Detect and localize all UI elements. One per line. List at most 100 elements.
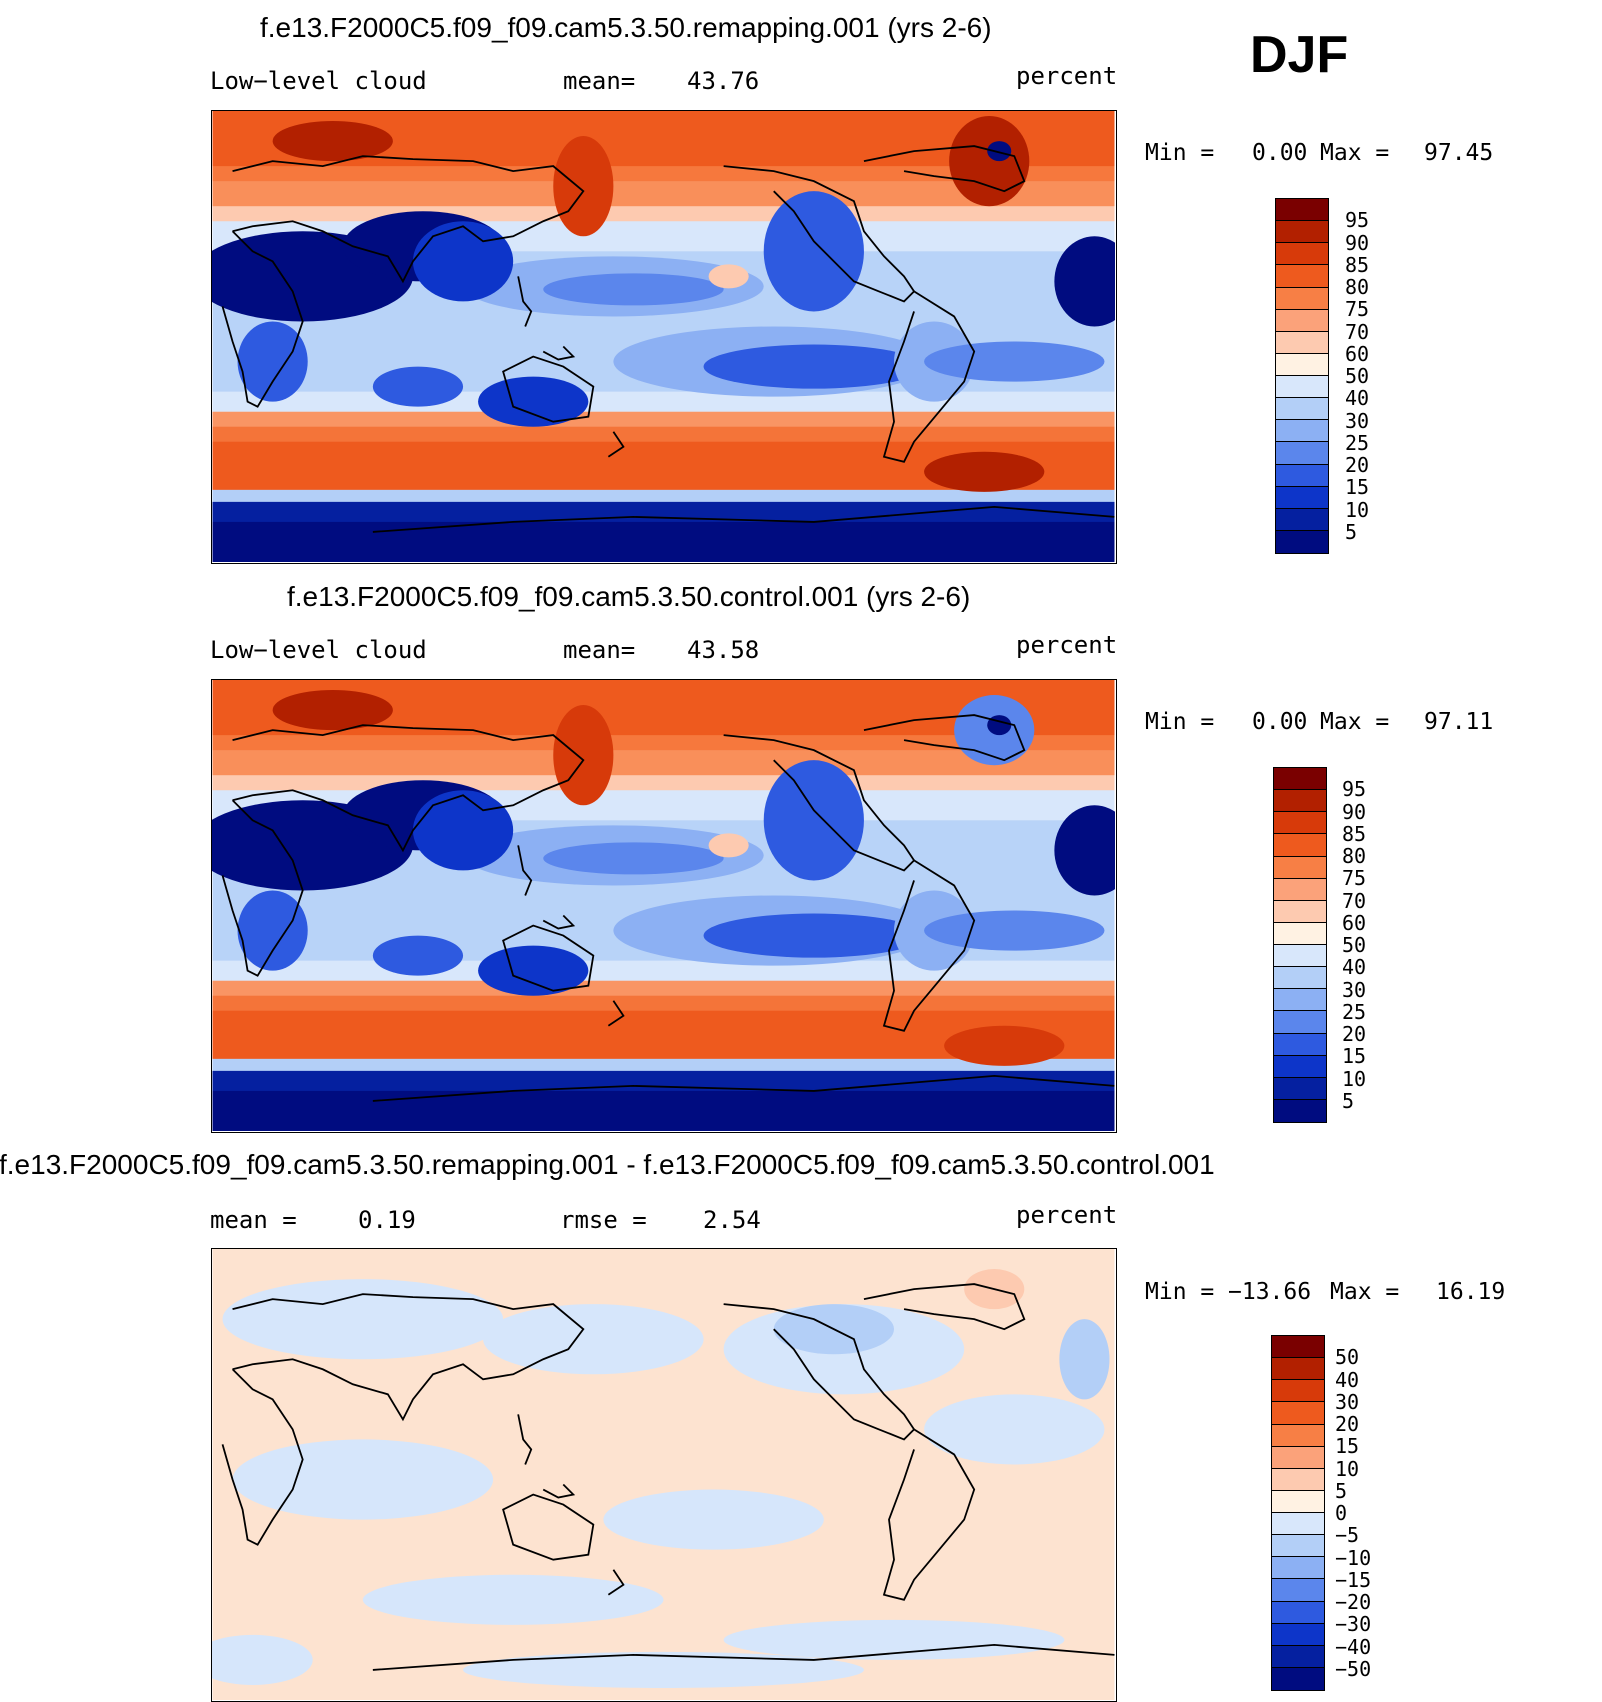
panel-3-map-svg xyxy=(212,1249,1115,1700)
colorbar-tick-label: −15 xyxy=(1335,1567,1372,1592)
colorbar-swatch xyxy=(1272,1402,1324,1425)
colorbar-tick-label: 70 xyxy=(1342,888,1367,913)
panel-2-units: percent xyxy=(1016,631,1118,659)
panel-2-max-value: 97.11 xyxy=(1424,709,1494,735)
colorbar-swatch xyxy=(1276,331,1328,354)
colorbar-swatch xyxy=(1274,812,1326,835)
colorbar-tick-label: 20 xyxy=(1342,1022,1367,1046)
colorbar-swatch xyxy=(1272,1579,1324,1602)
colorbar-tick-label: 10 xyxy=(1345,497,1370,522)
colorbar-swatch xyxy=(1272,1601,1324,1624)
panel-3-colorbar xyxy=(1271,1335,1325,1691)
panel-3-mean-label: mean = xyxy=(210,1206,297,1234)
colorbar-tick-label: 5 xyxy=(1342,1088,1355,1113)
colorbar-tick-label: −30 xyxy=(1335,1612,1372,1637)
panel-3-min-label: Min = xyxy=(1145,1279,1215,1305)
colorbar-swatch xyxy=(1274,1011,1326,1034)
colorbar-swatch xyxy=(1272,1424,1324,1447)
colorbar-tick-label: −40 xyxy=(1335,1634,1372,1659)
colorbar-tick-label: 40 xyxy=(1345,386,1370,411)
panel-1-max-label: Max = xyxy=(1320,140,1390,166)
colorbar-tick-label: 90 xyxy=(1342,799,1367,824)
panel-1-map-svg xyxy=(212,111,1115,562)
panel-3-rmse-value: 2.54 xyxy=(703,1206,761,1234)
colorbar-tick-label: 75 xyxy=(1345,297,1370,322)
panel-3-max-label: Max = xyxy=(1330,1279,1400,1305)
colorbar-tick-label: 30 xyxy=(1335,1389,1360,1414)
colorbar-tick-label: −5 xyxy=(1335,1523,1360,1548)
colorbar-tick-label: 25 xyxy=(1345,430,1370,455)
colorbar-swatch xyxy=(1274,989,1326,1012)
panel-2-min-label: Min = xyxy=(1145,709,1215,735)
colorbar-tick-label: 0 xyxy=(1335,1501,1348,1525)
colorbar-swatch xyxy=(1276,508,1328,531)
colorbar-swatch xyxy=(1272,1380,1324,1403)
colorbar-tick-label: 20 xyxy=(1335,1412,1360,1436)
panel-3-mean-value: 0.19 xyxy=(358,1206,416,1234)
panel-2-map xyxy=(211,679,1117,1133)
panel-3-title: f.e13.F2000C5.f09_f09.cam5.3.50.remappin… xyxy=(0,1149,1215,1180)
colorbar-swatch xyxy=(1276,442,1328,465)
colorbar-tick-label: 60 xyxy=(1345,341,1370,366)
colorbar-tick-label: 60 xyxy=(1342,910,1367,935)
colorbar-tick-label: 15 xyxy=(1342,1044,1367,1069)
colorbar-swatch xyxy=(1274,834,1326,857)
panel-2-mean-value: 43.58 xyxy=(687,636,760,664)
panel-3-map xyxy=(211,1248,1117,1702)
colorbar-swatch xyxy=(1276,353,1328,376)
colorbar-swatch xyxy=(1272,1535,1324,1558)
colorbar-tick-label: 95 xyxy=(1345,208,1370,233)
colorbar-swatch xyxy=(1276,309,1328,332)
colorbar-swatch xyxy=(1272,1490,1324,1513)
colorbar-swatch xyxy=(1272,1513,1324,1536)
colorbar-swatch xyxy=(1274,945,1326,968)
panel-1-mean-value: 43.76 xyxy=(687,67,760,95)
colorbar-swatch xyxy=(1276,287,1328,310)
colorbar-swatch xyxy=(1276,265,1328,288)
colorbar-swatch xyxy=(1274,1033,1326,1056)
colorbar-tick-label: 90 xyxy=(1345,230,1370,255)
colorbar-tick-label: 80 xyxy=(1345,275,1370,299)
colorbar-swatch xyxy=(1274,922,1326,945)
colorbar-swatch xyxy=(1272,1446,1324,1469)
panel-3-units: percent xyxy=(1016,1201,1118,1229)
colorbar-swatch xyxy=(1274,790,1326,813)
panel-2-colorbar xyxy=(1273,767,1327,1123)
panel-2-min-value: 0.00 xyxy=(1252,709,1308,735)
panel-1-variable: Low−level cloud xyxy=(210,67,427,95)
colorbar-tick-label: 50 xyxy=(1345,364,1370,388)
colorbar-swatch xyxy=(1276,486,1328,509)
colorbar-swatch xyxy=(1274,1077,1326,1100)
colorbar-tick-label: 5 xyxy=(1335,1478,1348,1503)
colorbar-tick-label: 15 xyxy=(1345,475,1370,500)
colorbar-tick-label: 10 xyxy=(1335,1456,1360,1481)
panel-1-title: f.e13.F2000C5.f09_f09.cam5.3.50.remappin… xyxy=(260,12,992,43)
colorbar-tick-label: 15 xyxy=(1335,1434,1360,1459)
panel-1-map xyxy=(211,110,1117,564)
colorbar-swatch xyxy=(1274,900,1326,923)
panel-1-mean-label: mean= xyxy=(563,67,636,95)
colorbar-swatch xyxy=(1274,768,1326,791)
panel-1-max-value: 97.45 xyxy=(1424,140,1494,166)
colorbar-tick-label: −20 xyxy=(1335,1590,1372,1614)
colorbar-tick-label: 70 xyxy=(1345,319,1370,344)
colorbar-swatch xyxy=(1274,878,1326,901)
panel-1-min-label: Min = xyxy=(1145,140,1215,166)
colorbar-swatch xyxy=(1272,1557,1324,1580)
colorbar-swatch xyxy=(1272,1645,1324,1668)
panel-3-max-value: 16.19 xyxy=(1436,1279,1506,1305)
colorbar-swatch xyxy=(1272,1358,1324,1381)
panel-3-rmse-label: rmse = xyxy=(560,1206,647,1234)
panel-2-max-label: Max = xyxy=(1320,709,1390,735)
panel-1-units: percent xyxy=(1016,62,1118,90)
colorbar-tick-label: 50 xyxy=(1335,1345,1360,1370)
colorbar-tick-label: 40 xyxy=(1335,1367,1360,1392)
panel-1-colorbar-labels: 95 90 85 80 75 70 60 50 40 30 25 20 15 10 5 xyxy=(1345,198,1405,554)
colorbar-tick-label: 80 xyxy=(1342,844,1367,868)
colorbar-swatch xyxy=(1276,376,1328,399)
panel-3-min-value: −13.66 xyxy=(1228,1279,1312,1305)
colorbar-tick-label: −10 xyxy=(1335,1545,1372,1570)
colorbar-tick-label: 50 xyxy=(1342,933,1367,957)
panel-2-mean-label: mean= xyxy=(563,636,636,664)
colorbar-swatch xyxy=(1276,199,1328,222)
